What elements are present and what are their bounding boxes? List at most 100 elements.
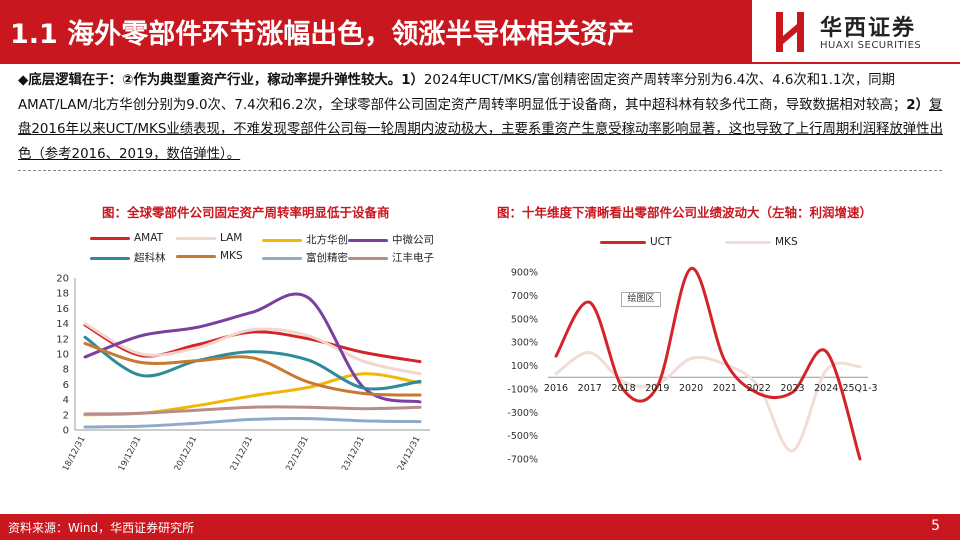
y-tick-label: 18 [56,289,69,300]
intro-lead: ◆底层逻辑在于：②作为典型重资产行业，稼动率提升弹性较大。 [18,73,402,88]
legend-item: MKS [725,236,798,248]
legend-item: LAM [176,232,242,244]
legend-label: 超科林 [134,252,166,264]
x-tick-label: 2017 [578,383,602,394]
legend-item: 超科林 [90,250,166,265]
y-tick-label: -500% [507,431,538,442]
legend-label: 北方华创 [306,234,348,246]
series-line [83,292,422,404]
y-tick-label: 500% [511,314,538,325]
x-tick-label: 2022/12/31 [279,435,311,470]
x-tick-label: 2016 [544,383,568,394]
legend-swatch [90,236,130,240]
legend-label: 富创精密 [306,252,348,264]
section-divider [18,170,942,171]
legend-label: UCT [650,236,672,248]
x-tick-label: 2021/12/31 [223,435,255,470]
legend-item: MKS [176,250,243,262]
legend-swatch [348,238,388,242]
x-tick-label: 2023 [780,383,804,394]
legend-swatch [262,238,302,242]
legend-swatch [262,256,302,260]
legend-item: AMAT [90,232,163,244]
series-line [554,267,862,461]
series-line [83,322,422,376]
series-line [83,405,422,416]
point-2-text: 复盘2016年以来UCT/MKS业绩表现，不难发现零部件公司每一轮周期内波动极大… [18,97,943,162]
x-tick-label: 2019/12/31 [112,435,144,470]
logo-chinese-name: 华西证券 [820,16,917,41]
logo-english-name: HUAXI SECURITIES [820,40,922,51]
y-tick-label: 14 [56,319,69,330]
y-tick-label: 6 [63,380,69,391]
x-tick-label: 25Q1-3 [842,383,877,394]
legend-swatch [725,240,771,244]
x-tick-label: 2024/12/31 [391,435,423,470]
company-logo: 华西证券 HUAXI SECURITIES [762,4,952,60]
legend-swatch [348,256,388,260]
intro-paragraph: ◆底层逻辑在于：②作为典型重资产行业，稼动率提升弹性较大。1）2024年UCT/… [18,69,944,167]
y-tick-label: -700% [507,455,538,466]
x-tick-label: 2021 [713,383,737,394]
legend-label: 中微公司 [392,234,434,246]
header: 1.1 海外零部件环节涨幅出色，领涨半导体相关资产 华西证券 HUAXI SEC… [0,0,960,64]
y-tick-label: 8 [63,365,69,376]
plot-area-tooltip: 绘图区 [621,292,661,307]
x-tick-label: 2019 [645,383,669,394]
y-tick-label: 2 [63,410,69,421]
title-bar: 1.1 海外零部件环节涨幅出色，领涨半导体相关资产 [0,0,752,62]
legend-item: 北方华创 [262,232,348,247]
x-tick-label: 2024 [814,383,838,394]
header-divider [0,62,960,64]
legend-label: 江丰电子 [392,252,434,264]
legend-label: MKS [775,236,798,248]
y-tick-label: 12 [56,334,69,345]
legend-swatch [176,236,216,240]
page-title: 1.1 海外零部件环节涨幅出色，领涨半导体相关资产 [10,19,635,50]
series-line [83,335,422,391]
y-tick-label: 20 [56,274,69,285]
chart2-title: 图：十年维度下清晰看出零部件公司业绩波动大（左轴：利润增速） [497,205,873,220]
chart2-legend: UCT MKS [600,236,840,252]
y-tick-label: 300% [511,338,538,349]
series-line [83,416,422,429]
y-tick-label: -100% [507,384,538,395]
x-tick-label: 2020 [679,383,703,394]
y-tick-label: 4 [63,395,69,406]
chart1-turnover: 0 2 4 6 8 10 12 14 16 18 20 2018/12/31 2019/12/31 202… [56,274,430,470]
y-tick-label: -300% [507,408,538,419]
y-tick-label: 700% [511,291,538,302]
point-1-text: 2024年UCT/MKS/富创精密固定资产周转率分别为6.4次、4.6次和1.1… [18,73,907,113]
x-tick-label: 2022 [747,383,771,394]
legend-label: MKS [220,250,243,262]
y-tick-label: 100% [511,361,538,372]
x-tick-label: 2020/12/31 [167,435,199,470]
legend-item: 中微公司 [348,232,434,247]
chart1-legend: AMAT LAM 北方华创 中微公司超科林 MKS 富创精密 江丰电子 [90,232,434,268]
y-tick-label: 900% [511,268,538,279]
source-note: 资料来源：Wind，华西证券研究所 [8,521,195,535]
point-1-label: 1） [401,73,424,88]
x-tick-label: 2018 [611,383,635,394]
y-tick-label: 10 [56,350,69,361]
footer: 资料来源：Wind，华西证券研究所 5 [0,514,960,540]
x-tick-label: 2023/12/31 [335,435,367,470]
page-number: 5 [931,518,940,534]
chart1-title: 图：全球零部件公司固定资产周转率明显低于设备商 [102,205,390,220]
chart2-profit-growth: -700% -500% -300% -100% 100% 300% 500% 700% 900%… [507,267,878,466]
series-line [83,341,422,397]
x-tick-label: 2018/12/31 [56,435,88,470]
series-line [554,351,862,453]
point-2-label: 2） [906,97,929,113]
legend-label: LAM [220,232,243,244]
y-tick-label: 0 [63,426,69,437]
legend-item: 江丰电子 [348,250,434,265]
legend-swatch [90,256,130,260]
legend-item: 富创精密 [262,250,348,265]
legend-swatch [176,254,216,258]
legend-swatch [600,240,646,244]
huaxi-logo-icon [776,12,804,52]
legend-item: UCT [600,236,671,248]
y-tick-label: 16 [56,304,69,315]
legend-label: AMAT [134,232,164,244]
